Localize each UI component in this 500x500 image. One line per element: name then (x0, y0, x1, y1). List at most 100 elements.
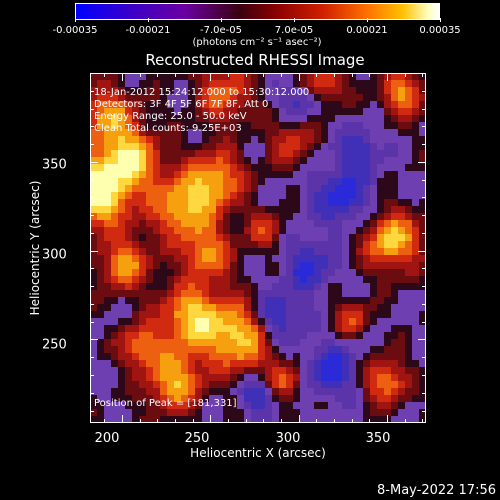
heatmap-cell (377, 276, 385, 284)
heatmap-cell (391, 346, 399, 354)
x-tick-label: 300 (275, 431, 301, 446)
heatmap-cell (244, 276, 252, 284)
heatmap-cell (244, 381, 252, 389)
heatmap-cell (230, 171, 238, 179)
heatmap-cell (328, 185, 336, 193)
heatmap-cell (349, 332, 357, 340)
heatmap-cell (265, 80, 273, 88)
heatmap-cell (279, 304, 287, 312)
heatmap-cell (174, 206, 182, 214)
heatmap-cell (216, 248, 224, 256)
heatmap-cell (216, 178, 224, 186)
heatmap-cell (321, 234, 329, 242)
heatmap-cell (181, 220, 189, 228)
heatmap-cell (384, 227, 392, 235)
heatmap-cell (216, 213, 224, 221)
heatmap-cell (188, 213, 196, 221)
heatmap-cell (132, 178, 140, 186)
heatmap-cell (391, 136, 399, 144)
heatmap-cell (251, 304, 259, 312)
heatmap-cell (321, 87, 329, 95)
heatmap-cell (139, 360, 147, 368)
heatmap-cell (398, 192, 406, 200)
heatmap-cell (272, 241, 280, 249)
heatmap-cell (244, 185, 252, 193)
heatmap-cell (307, 332, 315, 340)
heatmap-cell (384, 213, 392, 221)
heatmap-cell (314, 388, 322, 396)
heatmap-cell (377, 213, 385, 221)
heatmap-cell (398, 227, 406, 235)
heatmap-cell (251, 283, 259, 291)
heatmap-cell (300, 395, 308, 403)
heatmap-cell (258, 108, 266, 116)
heatmap-cell (405, 164, 413, 172)
heatmap-cell (293, 80, 301, 88)
heatmap-cell (97, 220, 105, 228)
heatmap-cell (321, 185, 329, 193)
heatmap-cell (384, 339, 392, 347)
heatmap-cell (363, 388, 371, 396)
heatmap-cell (363, 346, 371, 354)
heatmap-cell (237, 150, 245, 158)
heatmap-cell (111, 206, 119, 214)
heatmap-cell (244, 241, 252, 249)
heatmap-cell (370, 80, 378, 88)
heatmap-cell (209, 374, 217, 382)
heatmap-cell (321, 388, 329, 396)
heatmap-cell (202, 325, 210, 333)
heatmap-cell (349, 129, 357, 137)
heatmap-cell (419, 227, 426, 235)
heatmap-cell (244, 353, 252, 361)
heatmap-cell (237, 360, 245, 368)
heatmap-cell (384, 129, 392, 137)
heatmap-cell (118, 101, 126, 109)
heatmap-cell (160, 255, 168, 263)
heatmap-cell (363, 234, 371, 242)
heatmap-cell (314, 206, 322, 214)
heatmap-cell (118, 311, 126, 319)
axis-tick (422, 144, 426, 146)
heatmap-cell (370, 255, 378, 263)
heatmap-cell (118, 192, 126, 200)
heatmap-cell (412, 143, 420, 151)
heatmap-cell (391, 185, 399, 193)
heatmap-cell (307, 185, 315, 193)
heatmap-cell (321, 395, 329, 403)
heatmap-cell (265, 388, 273, 396)
heatmap-cell (251, 206, 259, 214)
heatmap-cell (209, 178, 217, 186)
heatmap-cell (181, 185, 189, 193)
heatmap-cell (272, 136, 280, 144)
heatmap-cell (265, 325, 273, 333)
heatmap-cell (237, 388, 245, 396)
heatmap-cell (209, 94, 217, 102)
heatmap-cell (125, 213, 133, 221)
heatmap-cell (279, 416, 287, 423)
heatmap-cell (230, 136, 238, 144)
heatmap-cell (286, 164, 294, 172)
heatmap-cell (272, 192, 280, 200)
axis-tick (90, 410, 94, 412)
heatmap-cell (223, 297, 231, 305)
heatmap-cell (265, 269, 273, 277)
heatmap-cell (265, 192, 273, 200)
heatmap-cell (146, 276, 154, 284)
heatmap-cell (167, 87, 175, 95)
heatmap-cell (377, 395, 385, 403)
heatmap-cell (174, 269, 182, 277)
heatmap-cell (104, 416, 112, 423)
heatmap-cell (370, 101, 378, 109)
heatmap-cell (202, 73, 210, 81)
heatmap-cell (265, 339, 273, 347)
heatmap-cell (97, 94, 105, 102)
heatmap-cell (391, 108, 399, 116)
heatmap-cell (258, 311, 266, 319)
heatmap-cell (314, 101, 322, 109)
heatmap-cell (251, 409, 259, 417)
heatmap-cell (335, 297, 343, 305)
heatmap-cell (377, 129, 385, 137)
heatmap-cell (258, 332, 266, 340)
heatmap-cell (370, 94, 378, 102)
axis-tick (90, 215, 94, 217)
